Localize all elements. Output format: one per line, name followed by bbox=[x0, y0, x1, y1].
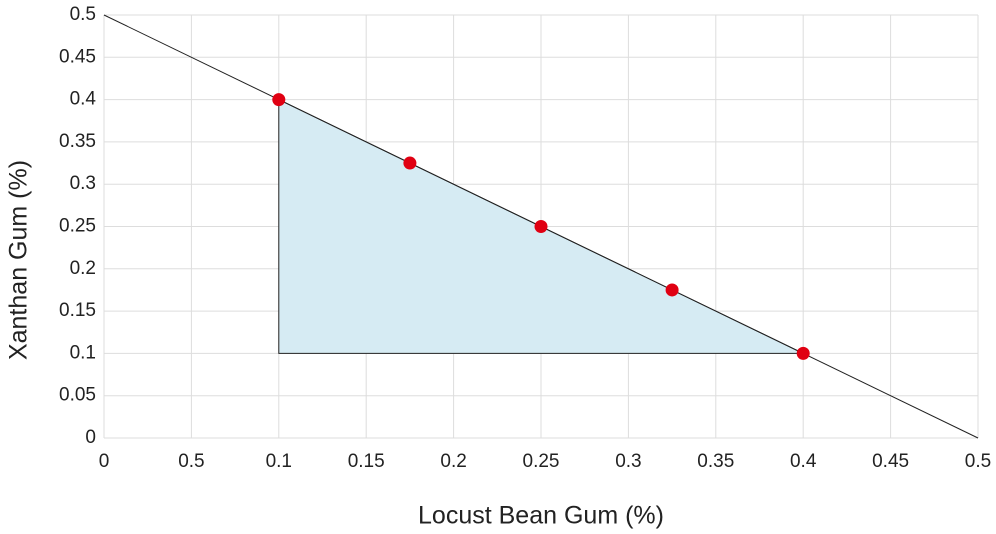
x-tick-label: 0.3 bbox=[615, 451, 641, 472]
y-tick-label: 0.1 bbox=[70, 342, 96, 363]
y-tick-label: 0.45 bbox=[59, 46, 96, 67]
y-tick-label: 0.05 bbox=[59, 385, 96, 406]
y-tick-label: 0.4 bbox=[70, 89, 97, 110]
point bbox=[796, 346, 810, 360]
y-tick-label: 0.2 bbox=[70, 258, 96, 279]
y-tick-label: 0 bbox=[85, 427, 96, 448]
x-tick-label: 0.35 bbox=[697, 451, 734, 472]
x-tick-label: 0.5 bbox=[178, 451, 204, 472]
point bbox=[403, 156, 417, 170]
x-tick-label: 0.25 bbox=[523, 451, 560, 472]
y-axis-title: Xanthan Gum (%) bbox=[5, 160, 33, 360]
point bbox=[534, 220, 548, 233]
x-tick-label: 0.2 bbox=[440, 451, 466, 472]
point bbox=[272, 93, 286, 107]
y-tick-label: 0.5 bbox=[70, 4, 96, 25]
y-tick-label: 0.3 bbox=[70, 173, 96, 194]
y-tick-label: 0.15 bbox=[59, 300, 96, 321]
x-axis-title: Locust Bean Gum (%) bbox=[418, 502, 664, 530]
x-tick-label: 0.5 bbox=[965, 451, 991, 472]
x-tick-label: 0.4 bbox=[790, 451, 817, 472]
x-tick-label: 0.15 bbox=[348, 451, 385, 472]
x-tick-label: 0 bbox=[99, 451, 110, 472]
y-tick-label: 0.35 bbox=[59, 131, 96, 152]
point bbox=[665, 283, 679, 297]
y-tick-label: 0.25 bbox=[59, 216, 96, 237]
x-tick-label: 0.1 bbox=[266, 451, 292, 472]
x-tick-label: 0.45 bbox=[872, 451, 909, 472]
